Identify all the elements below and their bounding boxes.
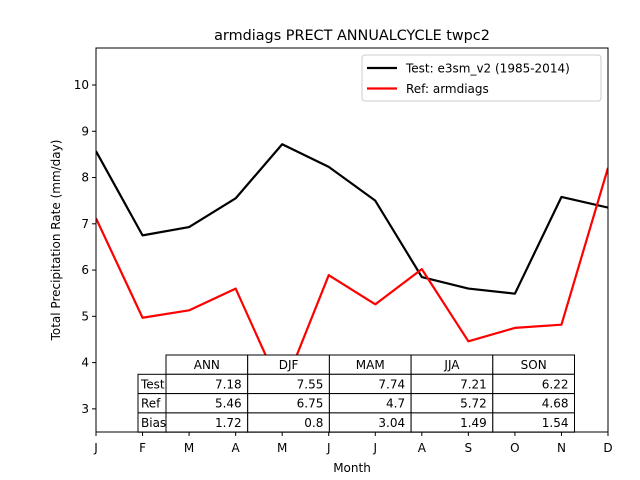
x-tick-label: J — [93, 441, 98, 455]
y-tick-label: 9 — [81, 124, 89, 138]
chart-title: armdiags PRECT ANNUALCYCLE twpc2 — [214, 28, 490, 44]
x-tick-label: J — [326, 441, 331, 455]
table-value: 5.72 — [460, 397, 487, 411]
table-value: 1.49 — [460, 416, 487, 430]
series-line-0 — [96, 143, 608, 295]
x-tick-label: D — [603, 441, 612, 455]
x-tick-label: M — [277, 441, 287, 455]
table-value: 0.8 — [304, 416, 323, 430]
y-tick-label: 10 — [74, 78, 89, 92]
table-header-son: SON — [521, 358, 547, 372]
table-value: 4.68 — [542, 397, 569, 411]
table-value: 6.75 — [297, 397, 324, 411]
table-row-label: Ref — [141, 397, 161, 411]
table-row-label: Bias — [141, 416, 166, 430]
table-value: 3.04 — [378, 416, 405, 430]
table-value: 5.46 — [215, 397, 242, 411]
table-value: 6.22 — [542, 377, 569, 391]
x-axis-label: Month — [333, 461, 371, 475]
table-header-jja: JJA — [443, 358, 460, 372]
y-tick-label: 7 — [81, 217, 89, 231]
table-value: 7.18 — [215, 377, 242, 391]
plot-frame — [95, 47, 609, 433]
y-tick-label: 6 — [81, 263, 89, 277]
x-tick-label: O — [510, 441, 519, 455]
legend-label-1: Ref: armdiags — [406, 82, 489, 96]
x-tick-label: N — [557, 441, 566, 455]
y-tick-label: 4 — [81, 356, 89, 370]
x-tick-label: A — [232, 441, 241, 455]
table-value: 7.74 — [378, 377, 405, 391]
table-value: 1.72 — [215, 416, 242, 430]
table-header-mam: MAM — [356, 358, 385, 372]
table-row-label: Test — [140, 377, 165, 391]
table-value: 4.7 — [386, 397, 405, 411]
legend-label-0: Test: e3sm_v2 (1985-2014) — [405, 62, 570, 76]
x-tick-label: M — [184, 441, 194, 455]
legend-box — [361, 54, 602, 102]
table-header-ann: ANN — [194, 358, 220, 372]
y-tick-label: 3 — [81, 402, 89, 416]
y-axis-label: Total Precipitation Rate (mm/day) — [49, 140, 63, 342]
table-value: 1.54 — [542, 416, 569, 430]
x-tick-label: S — [465, 441, 473, 455]
series-line-1 — [96, 167, 608, 393]
table-header-djf: DJF — [279, 358, 299, 372]
table-value: 7.55 — [297, 377, 324, 391]
table-value: 7.21 — [460, 377, 487, 391]
x-tick-label: J — [372, 441, 377, 455]
x-tick-label: F — [139, 441, 146, 455]
y-tick-label: 8 — [81, 171, 89, 185]
x-tick-label: A — [418, 441, 427, 455]
y-tick-label: 5 — [81, 309, 89, 323]
legend: Test: e3sm_v2 (1985-2014) Ref: armdiags — [361, 54, 602, 102]
